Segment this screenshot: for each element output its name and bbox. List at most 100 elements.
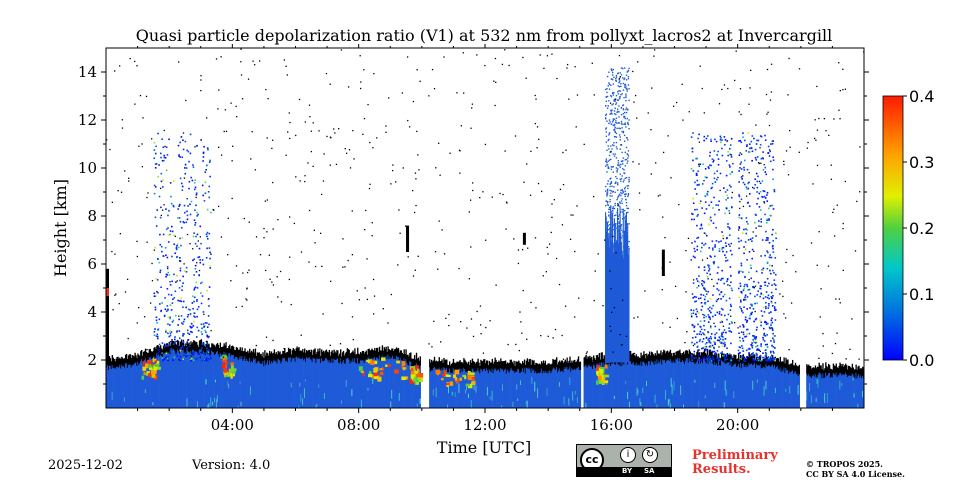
- plume-speck: [696, 345, 699, 348]
- noise-speck: [783, 313, 785, 315]
- noise-speck: [681, 83, 683, 86]
- high-cloud-speck: [627, 194, 630, 196]
- cloud-base-cell: [592, 361, 594, 370]
- aerosol-column: [109, 364, 112, 408]
- cloud-base-cell: [584, 356, 586, 366]
- plume-speck: [714, 138, 716, 141]
- aerosol-column: [730, 361, 732, 408]
- plume-speck: [182, 358, 184, 361]
- noise-speck: [540, 190, 543, 193]
- cloud-base-cell: [196, 344, 199, 353]
- noise-speck: [218, 146, 220, 148]
- plume-speck: [716, 288, 719, 290]
- noise-speck: [742, 175, 744, 177]
- aerosol-column: [248, 360, 250, 408]
- high-cloud-column: [622, 255, 624, 363]
- aerosol-column: [358, 362, 361, 408]
- cloud-base-cell: [295, 348, 297, 357]
- high-cloud-speck: [627, 121, 629, 124]
- depol-hotspot: [418, 373, 424, 378]
- aerosol-column: [431, 369, 434, 408]
- noise-speck: [556, 77, 558, 80]
- aerosol-column: [166, 350, 168, 408]
- noise-speck: [304, 175, 306, 177]
- plume-speck: [201, 343, 204, 345]
- plume-speck: [695, 308, 698, 310]
- cloud-base-cell: [858, 365, 860, 375]
- aerosol-column: [189, 351, 191, 408]
- plume-speck: [704, 303, 707, 305]
- aerosol-column: [476, 369, 478, 408]
- cloud-base-cell: [133, 356, 135, 365]
- aerosol-column: [471, 367, 474, 408]
- noise-speck: [145, 95, 148, 98]
- cloud-base-cell: [165, 343, 168, 354]
- aerosol-column: [791, 370, 793, 408]
- cloud-base-cell: [823, 370, 825, 379]
- noise-speck: [540, 334, 542, 337]
- cloud-base-cell: [557, 364, 559, 373]
- cloud-base-cell: [636, 356, 638, 366]
- plume-speck: [770, 356, 772, 358]
- cloud-base-cell: [227, 347, 229, 357]
- plume-speck: [181, 359, 183, 362]
- plume-speck: [707, 166, 710, 168]
- high-cloud-speck: [619, 127, 621, 130]
- cloud-base-cell: [701, 352, 703, 360]
- cloud-base-cell: [381, 345, 384, 356]
- noise-speck: [633, 317, 635, 319]
- noise-speck: [241, 98, 244, 100]
- plume-speck: [175, 352, 178, 355]
- depol-hotspot: [411, 367, 414, 371]
- plume-speck: [758, 192, 761, 195]
- plume-speck: [750, 267, 752, 269]
- noise-speck: [390, 183, 392, 185]
- aerosol-column: [374, 355, 376, 408]
- plume-speck: [755, 143, 758, 145]
- plume-speck: [195, 145, 198, 147]
- noise-speck: [529, 194, 532, 196]
- aerosol-column: [126, 366, 129, 408]
- depol-hotspot: [145, 363, 149, 369]
- plume-speck: [774, 273, 777, 276]
- high-cloud-column: [607, 238, 609, 363]
- plume-speck: [721, 351, 724, 353]
- aerosol-column: [823, 377, 825, 408]
- depol-hotspot: [415, 365, 419, 370]
- plume-speck: [691, 242, 693, 244]
- depol-hotspot: [381, 367, 384, 371]
- high-cloud-speck: [612, 118, 614, 120]
- plume-speck: [713, 262, 715, 265]
- noise-speck: [833, 235, 836, 237]
- high-cloud-speck: [628, 247, 630, 250]
- noise-speck: [351, 210, 353, 212]
- plume-speck: [721, 147, 723, 150]
- noise-speck: [159, 187, 162, 190]
- aerosol-column: [226, 356, 228, 408]
- noise-speck: [358, 299, 361, 301]
- cloud-base-cell: [466, 363, 469, 374]
- depol-hotspot: [145, 373, 149, 376]
- cloud-base-cell: [406, 355, 408, 363]
- depol-hotspot: [467, 371, 471, 376]
- plume-speck: [745, 356, 748, 358]
- aerosol-column: [533, 368, 535, 408]
- plume-speck: [207, 190, 210, 193]
- noise-speck: [117, 190, 119, 192]
- plume-speck: [699, 200, 702, 202]
- plume-speck: [702, 357, 705, 360]
- plume-speck: [185, 266, 188, 269]
- noise-speck: [363, 69, 365, 71]
- cloud-base-cell: [513, 360, 515, 371]
- cloud-base-cell: [286, 352, 288, 361]
- noise-speck: [433, 87, 436, 90]
- high-cloud-speck: [623, 78, 625, 81]
- plume-speck: [728, 330, 731, 332]
- plume-speck: [181, 289, 183, 291]
- aerosol-column: [133, 363, 135, 408]
- depol-hotspot: [141, 375, 145, 380]
- plume-speck: [766, 359, 769, 362]
- aerosol-column: [764, 367, 766, 408]
- depol-hotspot: [224, 373, 227, 378]
- noise-speck: [351, 316, 354, 318]
